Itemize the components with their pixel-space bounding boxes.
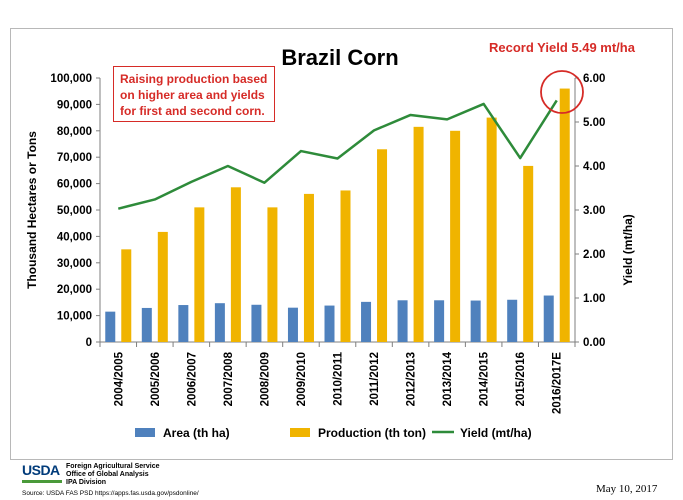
y-axis-title: Thousand Hectares or Tons: [25, 131, 39, 289]
agency-line-2: Office of Global Analysis: [66, 471, 149, 478]
agency-line-1: Foreign Agricultural Service: [66, 463, 160, 470]
production-bar: [559, 88, 570, 342]
area-bar: [287, 307, 298, 342]
production-bar: [377, 149, 388, 342]
y-tick-label: 20,000: [57, 284, 92, 296]
x-category-label: 2007/2008: [223, 351, 235, 406]
footer: USDA Foreign Agricultural Service Office…: [0, 460, 683, 500]
area-bar: [507, 299, 518, 342]
chart-svg: Brazil Corn Record Yield 5.49 mt/ha 0 10,…: [25, 40, 636, 440]
y-tick-label: 10,000: [57, 311, 92, 323]
area-bar: [434, 300, 445, 342]
legend-label: Yield (mt/ha): [460, 426, 532, 440]
production-bar: [340, 190, 351, 342]
y-right-tick-label: 5.00: [583, 117, 605, 129]
y-right-tick-label: 4.00: [583, 161, 605, 173]
y-right-tick-label: 0.00: [583, 337, 605, 349]
y-tick-label: 70,000: [57, 152, 92, 164]
production-bar: [194, 207, 205, 342]
y-tick-label: 40,000: [57, 231, 92, 243]
area-bar: [214, 303, 225, 342]
production-bar: [413, 126, 424, 342]
y-tick-label: 100,000: [50, 73, 92, 85]
area-bar: [251, 304, 262, 342]
yield-series-line: [117, 99, 558, 210]
chart-frame: [10, 28, 673, 460]
y-tick-label: 60,000: [57, 179, 92, 191]
record-yield-callout: Record Yield 5.49 mt/ha: [489, 40, 636, 55]
production-bar: [523, 165, 534, 342]
chart-title: Brazil Corn: [281, 45, 398, 70]
x-category-label: 2011/2012: [369, 352, 381, 406]
x-category-label: 2008/2009: [259, 352, 271, 406]
y-tick-label: 80,000: [57, 126, 92, 138]
y-tick-label: 30,000: [57, 258, 92, 270]
x-category-label: 2015/2016: [515, 352, 527, 406]
production-bar: [267, 207, 278, 342]
x-category-label: 2006/2007: [186, 352, 198, 406]
area-bar: [178, 305, 189, 342]
x-category-label: 2016/2017E: [552, 352, 564, 414]
legend-label: Area (th ha): [163, 426, 230, 440]
annotation-box: Raising production based on higher area …: [113, 66, 275, 122]
production-bar: [157, 231, 168, 342]
yield-line: [117, 99, 558, 210]
annotation-line-3: for first and second corn.: [120, 104, 265, 118]
legend-swatch: [135, 428, 155, 437]
agency-line-3: IPA Division: [66, 479, 107, 486]
x-category-label: 2005/2006: [150, 352, 162, 406]
annotation-line-1: Raising production based: [120, 72, 268, 86]
y-right-tick-label: 1.00: [583, 293, 605, 305]
production-bar: [303, 193, 314, 342]
production-bar: [230, 187, 241, 342]
source-note: Source: USDA FAS PSD https://apps.fas.us…: [22, 490, 199, 497]
x-category-label: 2004/2005: [113, 351, 125, 406]
y-tick-label: 50,000: [57, 205, 92, 217]
y-right-tick-label: 6.00: [583, 73, 605, 85]
area-bar: [470, 300, 481, 342]
report-date: May 10, 2017: [596, 483, 658, 495]
x-category-label: 2013/2014: [442, 351, 454, 406]
bars: [105, 88, 570, 342]
production-bar: [486, 117, 497, 342]
y-right-tick-label: 2.00: [583, 249, 605, 261]
x-category-label: 2009/2010: [296, 352, 308, 406]
y-right-axis-title: Yield (mt/ha): [621, 214, 635, 286]
x-category-label: 2012/2013: [406, 352, 418, 406]
y-right-tick-label: 3.00: [583, 205, 605, 217]
area-bar: [397, 300, 408, 342]
x-category-label: 2010/2011: [333, 351, 345, 405]
area-bar: [105, 311, 116, 342]
axis-labels: 0 10,000 20,000 30,000 40,000 50,000 60,000 70,…: [25, 73, 635, 414]
production-bar: [121, 249, 132, 342]
x-category-label: 2014/2015: [479, 351, 491, 406]
y-tick-label: 0: [86, 337, 92, 349]
area-bar: [543, 295, 554, 342]
y-tick-label: 90,000: [57, 99, 92, 111]
record-highlight-circle: [540, 70, 584, 114]
usda-logo-swoosh: [22, 480, 62, 483]
usda-logo: USDA: [22, 462, 60, 478]
area-bar: [361, 301, 372, 342]
area-bar: [324, 305, 335, 342]
legend-swatch: [290, 428, 310, 437]
legend-label: Production (th ton): [318, 426, 426, 440]
area-bar: [141, 307, 152, 342]
legend: Area (th ha) Production (th ton) Yield (mt…: [135, 426, 532, 440]
annotation-line-2: on higher area and yields: [120, 88, 265, 102]
production-bar: [450, 130, 461, 342]
